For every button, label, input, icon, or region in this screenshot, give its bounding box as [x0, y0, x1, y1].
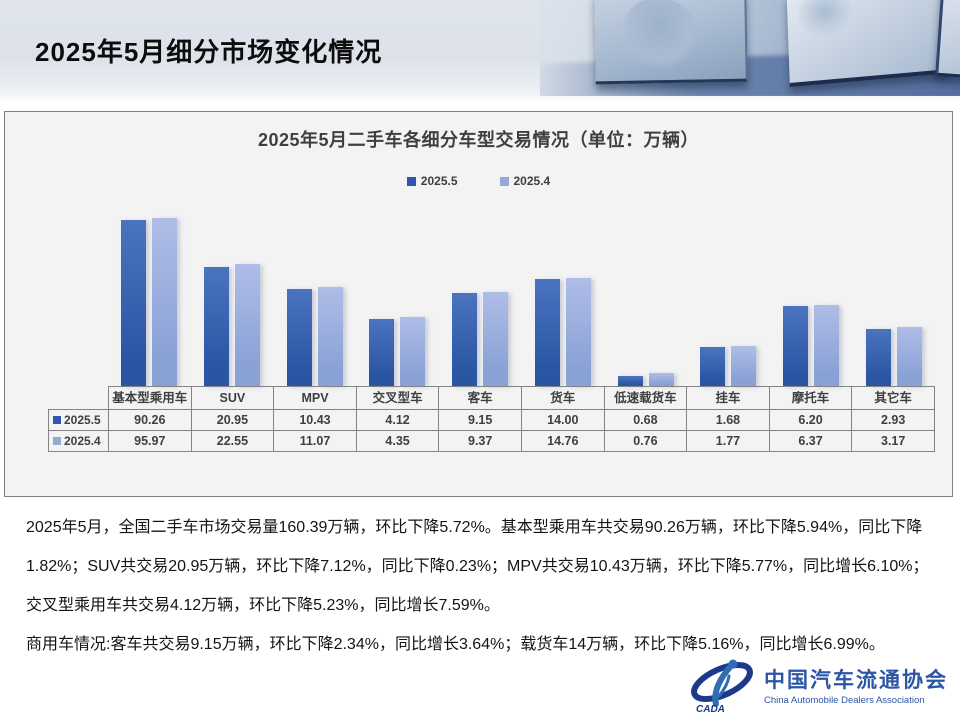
bar-2025.5-摩托车 — [783, 306, 808, 386]
table-value-cell: 4.35 — [355, 430, 440, 452]
table-value-cell: 3.17 — [851, 430, 935, 452]
table-value-cell: 6.20 — [768, 409, 853, 431]
table-header-cell: 低速载货车 — [603, 386, 688, 410]
legend-item-2025-4: 2025.4 — [499, 174, 551, 188]
table-value-cell: 90.26 — [108, 409, 192, 431]
table-value-cell: 9.15 — [438, 409, 522, 431]
cube-icon — [786, 0, 951, 88]
bar-2025.4-货车 — [566, 278, 591, 386]
table-header-cell: 基本型乘用车 — [108, 386, 192, 410]
summary-text: 2025年5月，全国二手车市场交易量160.39万辆，环比下降5.72%。基本型… — [26, 508, 938, 664]
bar-plot — [5, 112, 952, 386]
table-value-cell: 10.43 — [273, 409, 357, 431]
table-header-cell: 摩托车 — [768, 386, 853, 410]
table-row-label: 2025.4 — [48, 430, 109, 452]
table-value-cell: 11.07 — [273, 430, 357, 452]
chart-legend: 2025.5 2025.4 — [5, 174, 952, 188]
bar-2025.4-SUV — [235, 264, 260, 386]
bar-2025.4-其它车 — [897, 327, 922, 386]
table-value-cell: 1.68 — [686, 409, 770, 431]
bar-2025.5-其它车 — [866, 329, 891, 386]
table-header-cell: 其它车 — [851, 386, 935, 410]
bar-2025.4-MPV — [318, 287, 343, 386]
cube-globe-icon — [594, 0, 748, 85]
bar-2025.5-低速载货车 — [618, 376, 643, 386]
emblem-text: CADA — [696, 704, 725, 714]
bar-2025.5-客车 — [452, 293, 477, 386]
bar-2025.4-交叉型车 — [400, 317, 425, 386]
bar-2025.4-摩托车 — [814, 305, 839, 386]
table-value-cell: 9.37 — [438, 430, 522, 452]
table-header-cell: SUV — [190, 386, 275, 410]
table-value-cell: 20.95 — [190, 409, 275, 431]
cada-emblem-icon: CADA — [691, 659, 753, 714]
bar-2025.4-低速载货车 — [649, 373, 674, 386]
table-header-cell: MPV — [273, 386, 357, 410]
logo-name-en: China Automobile Dealers Association — [764, 695, 925, 706]
paragraph-commercial-vehicles: 商用车情况:客车共交易9.15万辆，环比下降2.34%，同比增长3.64%；载货… — [26, 636, 885, 653]
bar-2025.5-交叉型车 — [369, 319, 394, 386]
bar-2025.5-基本型乘用车 — [121, 220, 146, 386]
legend-swatch-dark-icon — [406, 176, 416, 186]
table-corner-cell — [49, 387, 109, 410]
table-value-cell: 6.37 — [768, 430, 853, 452]
table-value-cell: 95.97 — [108, 430, 192, 452]
legend-label: 2025.5 — [420, 174, 458, 188]
legend-swatch-light-icon — [499, 176, 509, 186]
table-value-cell: 14.00 — [520, 409, 605, 431]
table-row: 2025.5 90.26 20.95 10.43 4.12 9.15 14.00 0.68 1.… — [48, 409, 935, 431]
chart-title: 2025年5月二手车各细分车型交易情况（单位：万辆） — [257, 130, 700, 150]
bar-2025.4-挂车 — [731, 346, 756, 386]
table-value-cell: 4.12 — [355, 409, 440, 431]
table-header-cell: 客车 — [438, 386, 522, 410]
bar-2025.4-客车 — [483, 292, 508, 386]
bar-2025.5-货车 — [535, 279, 560, 386]
table-value-cell: 0.76 — [603, 430, 688, 452]
table-value-cell: 14.76 — [520, 430, 605, 452]
chart-data-table: 基本型乘用车 SUV MPV 交叉型车 客车 货车 低速载货车 挂车 摩托车 其它车 2025.5 9… — [48, 386, 935, 452]
table-header-cell: 交叉型车 — [355, 386, 440, 410]
decorative-cubes-image — [540, 0, 960, 96]
association-logo: CADA 中国汽车流通协会 China Automobile Dealers A… — [686, 656, 948, 714]
table-row: 2025.4 95.97 22.55 11.07 4.35 9.37 14.76 0.76 1.… — [48, 430, 935, 452]
table-value-cell: 2.93 — [851, 409, 935, 431]
bar-2025.5-MPV — [287, 289, 312, 386]
bar-2025.4-基本型乘用车 — [152, 218, 177, 386]
logo-name-cn: 中国汽车流通协会 — [764, 668, 948, 692]
banner-fade-divider — [0, 95, 960, 104]
bar-2025.5-挂车 — [700, 347, 725, 386]
chart-panel: 2025年5月二手车各细分车型交易情况（单位：万辆） 2025.5 2025.4… — [4, 111, 953, 497]
table-header-cell: 货车 — [520, 386, 605, 410]
legend-item-2025-5: 2025.5 — [406, 174, 458, 188]
header-banner: 2025年5月细分市场变化情况 — [0, 0, 960, 104]
series-swatch-icon — [53, 416, 61, 424]
cube-partial-icon — [935, 0, 960, 83]
table-value-cell: 1.77 — [686, 430, 770, 452]
series-swatch-icon — [53, 437, 61, 445]
table-header-cell: 挂车 — [686, 386, 770, 410]
legend-label: 2025.4 — [513, 174, 551, 188]
table-value-cell: 0.68 — [603, 409, 688, 431]
table-value-cell: 22.55 — [190, 430, 275, 452]
bar-2025.5-SUV — [204, 267, 229, 386]
page-title: 2025年5月细分市场变化情况 — [35, 37, 383, 67]
paragraph-market-summary: 2025年5月，全国二手车市场交易量160.39万辆，环比下降5.72%。基本型… — [26, 519, 929, 614]
table-row-label: 2025.5 — [48, 409, 109, 431]
